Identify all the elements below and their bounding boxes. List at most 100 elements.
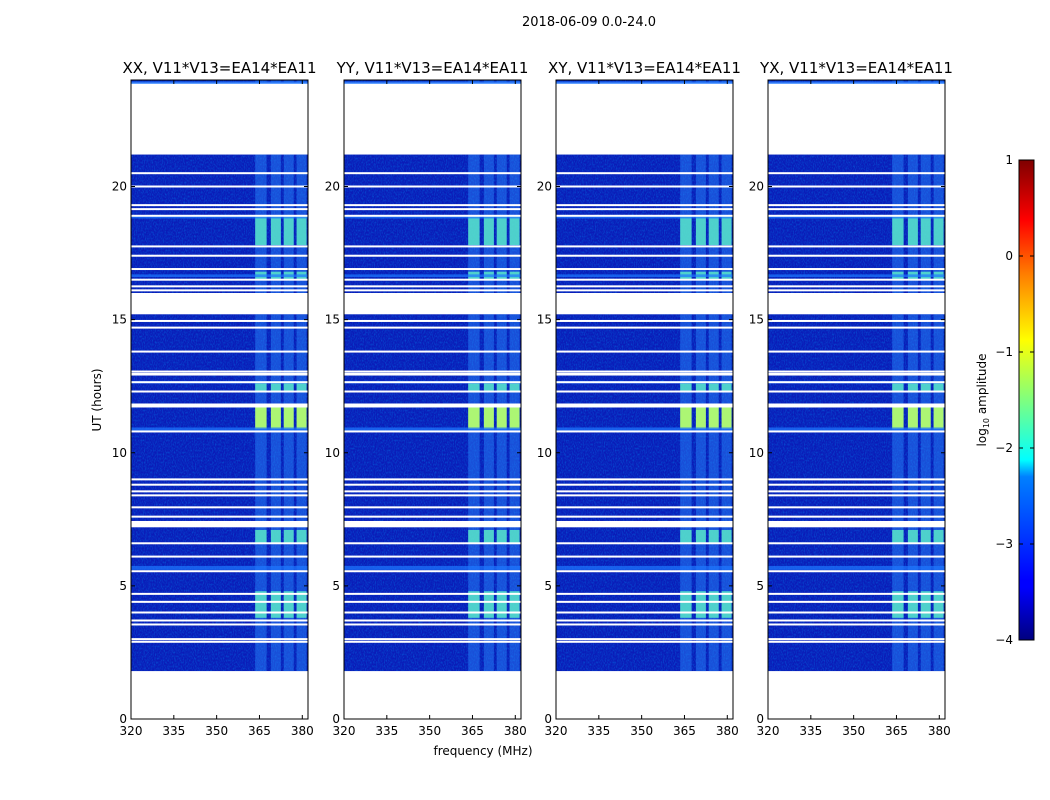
flagged-row-19 [131,390,308,393]
rfi-patch-0-3 [296,591,307,618]
broadband-stripe-4 [556,274,733,278]
flagged-row-12 [131,506,308,509]
rfi-patch-0-3 [933,591,944,618]
data-noise-1 [556,154,733,293]
panel-3-xtick-label-0: 320 [757,724,780,738]
data-noise-0 [556,314,733,672]
rfi-patch-2-3 [296,407,307,429]
panel-1-ytick-label-1: 5 [332,579,340,593]
panel-1-frame [343,79,522,720]
rfi-patch-1-3 [296,529,307,544]
panel-2: XY, V11*V13=EA14*EA11 320 335 350 365 380 0 5 10… [537,59,741,738]
broadband-stripe-3 [768,215,945,219]
flagged-gap-2 [131,372,308,376]
colorbar-label: log10 amplitude [975,354,991,447]
rfi-patch-0-0 [468,591,480,618]
rfi-patch-0-1 [907,591,918,618]
panel-3-title: YX, V11*V13=EA14*EA11 [759,59,953,77]
broadband-stripe-5 [768,81,945,84]
panel-3-xtick-label-4: 380 [928,724,951,738]
flagged-row-27 [556,278,733,281]
flagged-row-34 [556,185,733,188]
panel-1-xtick-label-2: 350 [418,724,441,738]
panel-2-ytick-label-0: 0 [544,712,552,726]
colorbar-gradient [1018,159,1035,641]
rfi-band-0-2 [708,314,719,672]
panel-0-ytick-label-3: 15 [112,313,127,327]
flagged-row-19 [768,390,945,393]
flagged-row-28 [344,268,521,271]
rfi-patch-2-0 [468,407,480,429]
colorbar: −4 −3 −2 −1 0 1 log10 amplitude [975,153,1035,647]
colorbar-tick-label-4: 0 [1005,249,1013,263]
rfi-patch-0-2 [496,591,507,618]
panel-2-ytick-label-4: 20 [537,180,552,194]
flagged-row-17 [768,430,945,433]
rfi-patch-1-0 [680,529,692,544]
flagged-row-23 [131,326,308,329]
flagged-row-8 [768,555,945,558]
flagged-gap-0 [131,521,308,528]
panel-2-frame [555,79,734,720]
rfi-patch-1-0 [892,529,904,544]
flagged-row-29 [344,254,521,257]
rfi-patch-3-0 [255,383,267,392]
flagged-row-21 [768,370,945,373]
panel-2-ytick-label-1: 5 [544,579,552,593]
rfi-patch-2-2 [283,407,294,429]
panel-1-ytick-label-2: 10 [325,446,340,460]
data-noise-0 [344,314,521,672]
rfi-patch-5-0 [255,215,267,246]
flagged-row-8 [556,555,733,558]
rfi-band-0-2 [283,314,294,672]
flagged-row-9 [344,542,521,545]
flagged-row-28 [131,268,308,271]
flagged-row-20 [556,381,733,384]
panel-2-xtick-label-0: 320 [545,724,568,738]
colorbar-tick-label-5: 1 [1005,153,1013,167]
panel-0-ytick-label-4: 20 [112,180,127,194]
flagged-row-4 [131,611,308,614]
flagged-row-2 [768,623,945,626]
panel-3-xtick-label-2: 350 [842,724,865,738]
flagged-row-8 [131,555,308,558]
flagged-row-3 [556,619,733,622]
rfi-patch-2-0 [680,407,692,429]
flagged-row-12 [768,506,945,509]
rfi-patch-2-2 [708,407,719,429]
rfi-patch-1-2 [283,529,294,544]
broadband-stripe-5 [556,81,733,84]
rfi-patch-5-1 [270,215,281,246]
rfi-patch-2-2 [920,407,931,429]
panel-0-xtick-label-2: 350 [205,724,228,738]
flagged-row-26 [344,285,521,288]
flagged-row-11 [556,515,733,518]
colorbar-tick-label-2: −2 [995,441,1013,455]
data-noise-1 [131,154,308,293]
rfi-patch-3-0 [892,383,904,392]
rfi-patch-0-1 [483,591,494,618]
broadband-stripe-0 [556,565,733,570]
flagged-row-31 [344,214,521,217]
flagged-row-7 [768,570,945,573]
panel-1: YY, V11*V13=EA14*EA11 320 335 350 365 380 0 5 10… [325,59,529,738]
rfi-patch-5-1 [483,215,494,246]
flagged-row-35 [768,172,945,175]
rfi-band-0-1 [270,314,281,672]
flagged-row-6 [344,592,521,595]
flagged-row-20 [131,381,308,384]
flagged-row-11 [344,515,521,518]
panel-0: XX, V11*V13=EA14*EA11 320 335 350 365 380 0 5 10… [112,59,317,738]
flagged-row-14 [344,490,521,493]
rfi-patch-0-1 [270,591,281,618]
flagged-row-26 [131,285,308,288]
panel-3-xtick-label-1: 335 [799,724,822,738]
flagged-row-6 [131,592,308,595]
rfi-patch-3-3 [933,383,944,392]
flagged-row-1 [768,638,945,641]
rfi-patch-0-2 [920,591,931,618]
panel-3-frame [767,79,946,720]
data-noise-0 [768,314,945,672]
flagged-row-17 [344,430,521,433]
panel-2-xtick-label-3: 365 [673,724,696,738]
